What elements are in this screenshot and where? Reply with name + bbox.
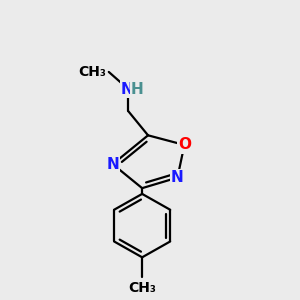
- Text: CH₃: CH₃: [78, 65, 106, 79]
- Text: N: N: [121, 82, 134, 97]
- Text: N: N: [106, 157, 119, 172]
- Text: H: H: [131, 82, 144, 97]
- Text: CH₃: CH₃: [128, 281, 156, 295]
- Text: O: O: [178, 137, 191, 152]
- Text: N: N: [171, 170, 184, 185]
